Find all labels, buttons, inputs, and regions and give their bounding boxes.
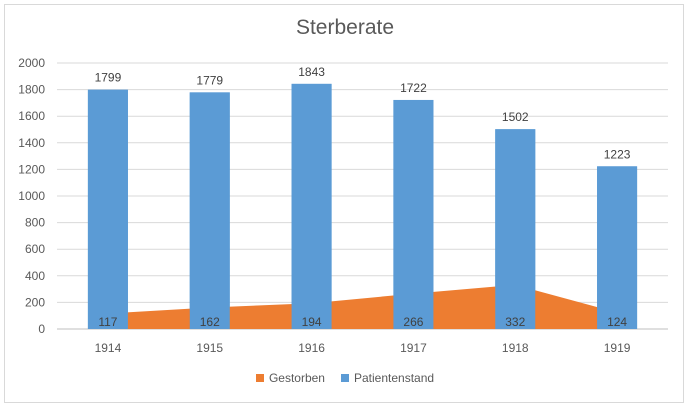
area-data-label: 124 (607, 315, 627, 329)
bar-overlay (495, 129, 536, 329)
bar-data-label: 1223 (604, 147, 631, 161)
legend-item-patientenstand: Patientenstand (340, 371, 435, 385)
legend-swatch-patientenstand (340, 374, 349, 382)
area-data-label: 266 (403, 315, 423, 329)
y-tick-label: 1200 (18, 162, 45, 176)
y-tick-label: 0 (38, 322, 45, 336)
area-data-label: 194 (302, 315, 322, 329)
chart-legend: Gestorben Patientenstand (0, 371, 690, 385)
bar-data-label: 1502 (502, 110, 529, 124)
y-tick-label: 1600 (18, 109, 45, 123)
area-series (107, 284, 618, 329)
area-data-label: 117 (98, 315, 117, 329)
bar-data-label: 1779 (196, 73, 223, 87)
area-data-label: 162 (200, 315, 220, 329)
y-tick-label: 2000 (18, 56, 45, 70)
y-tick-label: 600 (25, 242, 45, 256)
x-tick-label: 1917 (400, 341, 427, 355)
bar-overlay (189, 92, 230, 329)
x-tick-label: 1916 (298, 341, 325, 355)
bar-overlay (393, 99, 434, 329)
x-tick-label: 1918 (502, 341, 529, 355)
bar-data-label: 1722 (400, 81, 427, 95)
legend-swatch-gestorben (255, 374, 264, 382)
legend-label-patientenstand: Patientenstand (353, 371, 435, 385)
legend-label-gestorben: Gestorben (268, 371, 325, 385)
chart-title: Sterberate (295, 16, 395, 39)
x-tick-label: 1919 (604, 341, 631, 355)
x-tick-label: 1914 (95, 341, 122, 355)
bar-overlay (597, 166, 638, 329)
y-tick-label: 800 (25, 216, 45, 230)
bar-data-label: 1843 (298, 65, 325, 79)
bar-overlay (87, 89, 128, 329)
bar-data-label: 1799 (95, 71, 122, 85)
x-tick-label: 1915 (196, 341, 223, 355)
y-tick-label: 1400 (18, 136, 45, 150)
area-data-label: 332 (505, 315, 525, 329)
y-tick-label: 1000 (18, 189, 45, 203)
bar-overlay (291, 83, 332, 329)
y-tick-label: 200 (25, 295, 45, 309)
y-tick-label: 1800 (18, 83, 45, 97)
legend-item-gestorben: Gestorben (255, 371, 325, 385)
y-tick-label: 400 (25, 269, 45, 283)
